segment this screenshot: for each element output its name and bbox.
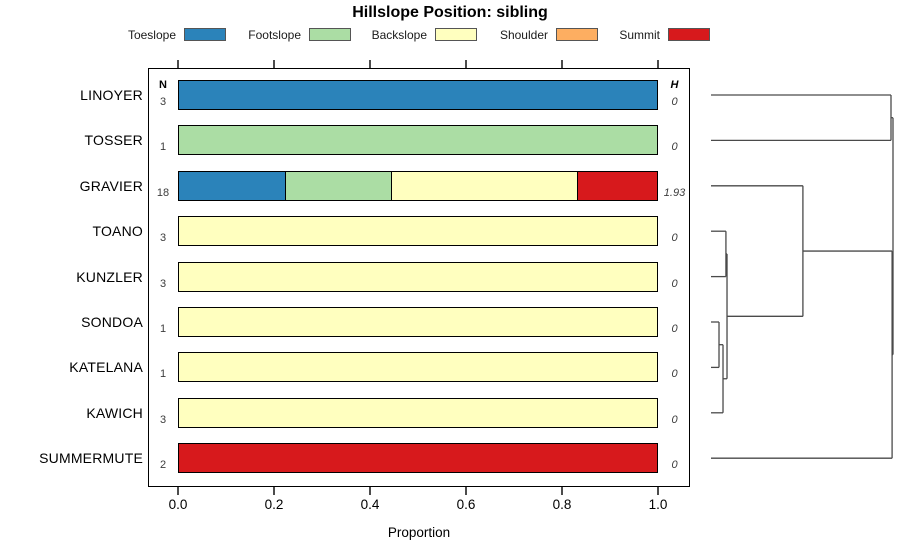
bar-segment-backslope xyxy=(179,262,657,291)
stacked-bar-gravier xyxy=(178,170,658,201)
series-label: LINOYER xyxy=(80,87,143,103)
series-label: TOANO xyxy=(92,223,143,240)
bar-segment-footslope xyxy=(179,126,657,155)
n-value: 18 xyxy=(156,186,170,199)
h-column-header: H xyxy=(670,79,679,91)
series-label: KATELANA xyxy=(69,359,143,376)
stacked-bar-summermute xyxy=(178,443,658,474)
legend-swatch xyxy=(556,28,598,41)
n-value: 2 xyxy=(159,459,167,472)
h-value: 0 xyxy=(671,323,678,335)
h-value: 0 xyxy=(671,368,678,381)
x-tick-label: 0.2 xyxy=(264,497,284,512)
n-value: 3 xyxy=(159,232,167,245)
stacked-bar-katelana xyxy=(178,352,658,383)
x-axis-label: Proportion xyxy=(387,525,451,540)
bar-segment-backslope xyxy=(179,398,657,427)
bar-segment-toeslope xyxy=(179,171,286,200)
stacked-bar-kawich xyxy=(178,397,658,428)
legend-label: Footslope xyxy=(248,27,301,42)
h-value: 0 xyxy=(671,96,678,108)
bar-segment-summit xyxy=(577,171,657,200)
x-tick-label: 0.4 xyxy=(360,497,380,512)
series-label: KAWICH xyxy=(86,404,143,421)
x-tick-label: 0.6 xyxy=(456,497,476,512)
n-column-header: N xyxy=(159,79,167,91)
h-value: 0 xyxy=(671,277,678,290)
bar-segment-backslope xyxy=(179,353,657,382)
legend-swatch xyxy=(184,28,226,41)
legend-item-shoulder: Shoulder xyxy=(486,26,598,43)
n-value: 1 xyxy=(159,368,167,381)
n-value: 3 xyxy=(159,413,167,426)
stacked-bar-tosser xyxy=(178,125,658,156)
series-label: GRAVIER xyxy=(79,177,143,194)
legend-label: Summit xyxy=(619,27,660,42)
legend-swatch xyxy=(668,28,710,41)
legend-item-footslope: Footslope xyxy=(239,26,351,43)
bar-segment-toeslope xyxy=(179,81,657,109)
bar-segment-backslope xyxy=(391,171,578,200)
n-value: 3 xyxy=(159,96,167,108)
legend-label: Toeslope xyxy=(127,27,176,42)
h-value: 0 xyxy=(671,141,678,154)
legend-item-toeslope: Toeslope xyxy=(114,26,226,43)
stacked-bar-kunzler xyxy=(178,261,658,292)
series-label: SONDOA xyxy=(81,314,143,330)
bar-segment-backslope xyxy=(179,308,657,336)
stacked-bar-linoyer xyxy=(178,80,658,110)
legend-item-summit: Summit xyxy=(598,26,710,43)
bar-segment-summit xyxy=(179,444,657,473)
h-value: 0 xyxy=(671,232,678,245)
x-tick-label: 0.0 xyxy=(168,497,188,512)
legend-label: Shoulder xyxy=(499,27,548,42)
n-value: 3 xyxy=(159,277,167,290)
legend-item-backslope: Backslope xyxy=(365,26,477,43)
x-tick-label: 0.8 xyxy=(552,497,572,512)
n-value: 1 xyxy=(159,323,167,335)
bar-segment-backslope xyxy=(179,217,657,246)
series-label: SUMMERMUTE xyxy=(39,450,143,467)
x-tick-label: 1.0 xyxy=(648,497,668,512)
series-label: TOSSER xyxy=(84,132,143,149)
series-label: KUNZLER xyxy=(76,268,143,285)
legend-swatch xyxy=(309,28,351,41)
h-value: 0 xyxy=(671,459,678,472)
stacked-bar-toano xyxy=(178,216,658,247)
legend-swatch xyxy=(435,28,477,41)
bar-segment-footslope xyxy=(285,171,392,200)
h-value: 0 xyxy=(671,413,678,426)
stacked-bar-sondoa xyxy=(178,307,658,337)
chart-title: Hillslope Position: sibling xyxy=(352,4,548,21)
h-value: 1.93 xyxy=(663,186,686,199)
legend-label: Backslope xyxy=(371,27,427,42)
n-value: 1 xyxy=(159,141,167,154)
